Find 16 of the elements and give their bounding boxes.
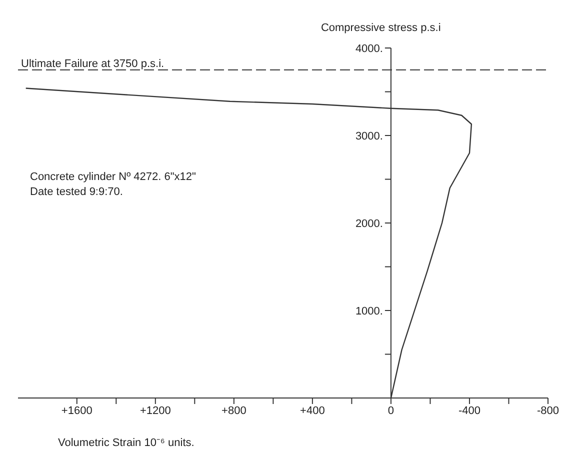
x-tick-label: -400 — [458, 404, 480, 417]
annotation: Date tested 9:9:70. — [30, 185, 124, 200]
x-tick-label: +1200 — [140, 404, 171, 417]
y-tick-label: 3000. — [355, 130, 383, 142]
y-axis-title: Compressive stress p.s.i — [320, 22, 441, 34]
x-tick-label: +400 — [300, 404, 325, 417]
y-tick-label: 1000. — [355, 305, 383, 318]
ref-line-label: Ultimate Failure at 3750 p.s.i. — [21, 58, 164, 70]
y-tick-label: 2000. — [355, 218, 383, 230]
x-tick-label: -800 — [536, 404, 560, 417]
x-tick-label: +1600 — [61, 404, 92, 417]
x-tick-label: +800 — [222, 404, 246, 417]
annotation: Concrete cylinder Nº 4272. 6"x12" — [30, 170, 196, 185]
x-axis-title: Volumetric Strain 10⁻⁶ units. — [58, 436, 194, 449]
y-tick-label: 4000. — [355, 42, 383, 55]
x-tick-label: 0 — [388, 404, 394, 417]
